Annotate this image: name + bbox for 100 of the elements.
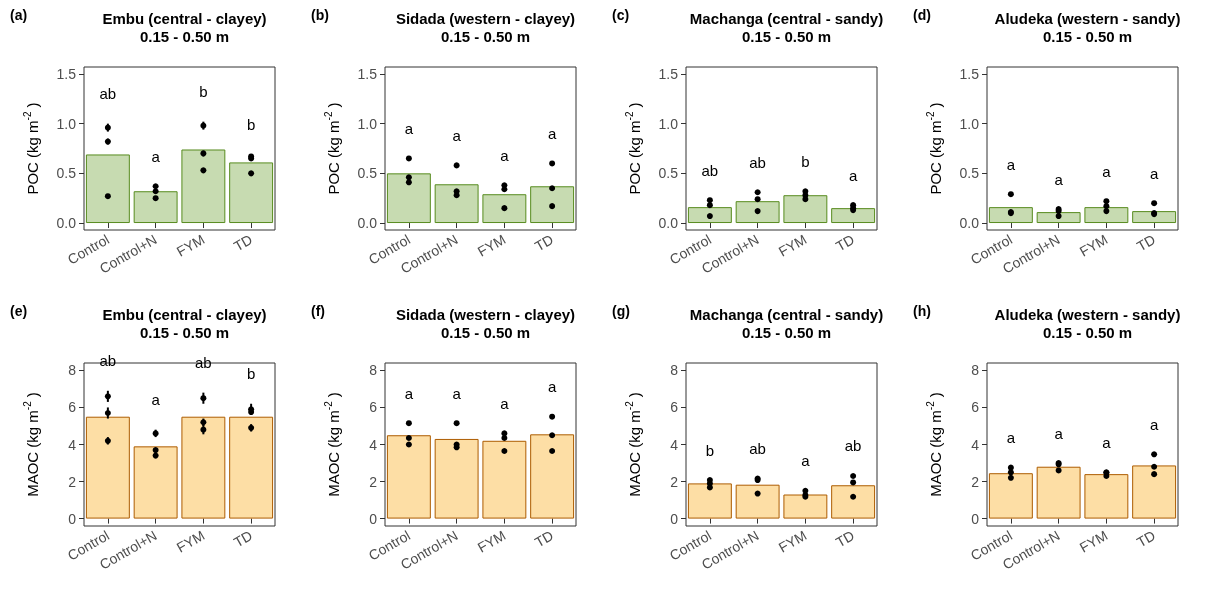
- y-axis-title: MAOC (kg m-2 ): [322, 392, 342, 497]
- y-tick-label: 0: [971, 510, 980, 527]
- y-tick-label: 0.0: [357, 215, 378, 232]
- annotation: a: [547, 124, 557, 142]
- annotation: a: [1006, 155, 1016, 173]
- y-axis-title: POC (kg m-2 ): [322, 102, 342, 195]
- y-tick-label: 0.5: [357, 165, 378, 182]
- chart-subtitle: 0.15 - 0.50 m: [1042, 28, 1133, 45]
- y-tick-label: 0.0: [56, 215, 77, 232]
- y-tick-label: 6: [68, 399, 77, 416]
- annotation: ab: [749, 153, 766, 171]
- y-tick-label: 1.5: [357, 65, 378, 82]
- chart-subtitle: 0.15 - 0.50 m: [139, 28, 230, 45]
- chart-subtitle: 0.15 - 0.50 m: [139, 324, 230, 341]
- annotation: a: [1006, 429, 1016, 447]
- x-tick-label: TD: [230, 231, 256, 255]
- annotation: a: [1149, 164, 1159, 182]
- chart-title: Embu (central - clayey): [102, 10, 267, 27]
- y-tick-label: 1.0: [56, 115, 77, 132]
- y-tick-label: 2: [971, 473, 980, 490]
- y-tick-label: 1.0: [658, 115, 679, 132]
- y-tick-label: 1.5: [658, 65, 679, 82]
- y-tick-label: 8: [971, 362, 980, 379]
- y-tick-label: 0: [369, 510, 378, 527]
- chart-title: Sidada (western - clayey): [395, 306, 576, 323]
- annotation: a: [1054, 170, 1064, 188]
- text: (b): [311, 7, 329, 23]
- y-axis-title: MAOC (kg m-2 ): [623, 392, 643, 497]
- x-tick-label: FYM: [173, 231, 208, 260]
- annotation: b: [801, 152, 810, 170]
- chart-title: Machanga (central - sandy): [689, 306, 884, 323]
- y-tick-label: 4: [971, 436, 980, 453]
- x-tick-label: TD: [1133, 231, 1159, 255]
- y-tick-label: 8: [670, 362, 679, 379]
- annotation: ab: [844, 437, 862, 455]
- y-tick-label: 0: [670, 510, 679, 527]
- text: (a): [10, 7, 28, 23]
- annotation: ab: [99, 85, 117, 103]
- y-tick-label: 2: [369, 473, 378, 490]
- chart-subtitle: 0.15 - 0.50 m: [1042, 324, 1133, 341]
- y-tick-label: 1.0: [959, 115, 980, 132]
- chart-title: Aludeka (western - sandy): [994, 10, 1181, 27]
- x-tick-label: TD: [832, 527, 858, 551]
- y-tick-label: 1.5: [56, 65, 77, 82]
- chart-title: Sidada (western - clayey): [395, 10, 576, 27]
- annotation: a: [151, 147, 161, 165]
- y-tick-label: 8: [369, 362, 378, 379]
- annotation: a: [547, 378, 557, 396]
- annotation: b: [705, 441, 715, 459]
- annotation: ab: [195, 354, 212, 372]
- x-tick-label: TD: [230, 527, 256, 551]
- y-tick-label: 2: [68, 473, 77, 490]
- x-tick-label: TD: [531, 231, 557, 255]
- annotation: a: [801, 452, 811, 470]
- y-axis-title: POC (kg m-2 ): [623, 102, 643, 195]
- annotation: b: [199, 83, 208, 101]
- chart-title: Aludeka (western - sandy): [994, 306, 1181, 323]
- chart-title: Embu (central - clayey): [102, 306, 267, 323]
- y-tick-label: 4: [369, 436, 378, 453]
- text: (f): [311, 303, 325, 319]
- x-tick-label: TD: [1133, 527, 1159, 551]
- x-tick-label: FYM: [1076, 231, 1111, 260]
- annotation: a: [1102, 433, 1112, 451]
- y-tick-label: 6: [971, 399, 980, 416]
- y-tick-label: 0: [68, 510, 77, 527]
- chart-subtitle: 0.15 - 0.50 m: [440, 28, 531, 45]
- annotation: a: [151, 391, 161, 409]
- annotation: a: [500, 146, 510, 164]
- chart-title: Machanga (central - sandy): [689, 10, 884, 27]
- y-tick-label: 0.5: [56, 165, 77, 182]
- y-tick-label: 0.5: [658, 165, 679, 182]
- x-tick-label: FYM: [173, 527, 208, 556]
- annotation: a: [452, 384, 462, 402]
- y-axis-title: MAOC (kg m-2 ): [924, 392, 944, 497]
- y-tick-label: 0.0: [959, 215, 980, 232]
- y-tick-label: 0.0: [658, 215, 679, 232]
- chart-subtitle: 0.15 - 0.50 m: [741, 28, 832, 45]
- y-tick-label: 1.5: [959, 65, 980, 82]
- chart-subtitle: 0.15 - 0.50 m: [440, 324, 531, 341]
- annotation: b: [246, 115, 256, 133]
- text: (e): [10, 303, 28, 319]
- y-tick-label: 6: [670, 399, 679, 416]
- annotation: a: [452, 126, 462, 144]
- y-tick-label: 6: [369, 399, 378, 416]
- chart-subtitle: 0.15 - 0.50 m: [741, 324, 832, 341]
- y-tick-label: 2: [670, 473, 679, 490]
- x-tick-label: FYM: [775, 527, 810, 556]
- annotation: a: [848, 166, 858, 184]
- x-tick-label: FYM: [474, 527, 509, 556]
- x-tick-label: FYM: [474, 231, 509, 260]
- y-tick-label: 8: [68, 362, 77, 379]
- y-tick-label: 4: [670, 436, 679, 453]
- y-tick-label: 1.0: [357, 115, 378, 132]
- x-tick-label: TD: [832, 231, 858, 255]
- annotation: a: [500, 394, 510, 412]
- x-tick-label: FYM: [1076, 527, 1111, 556]
- text: (d): [913, 7, 931, 23]
- annotation: a: [1149, 415, 1159, 433]
- y-axis-title: POC (kg m-2 ): [924, 102, 944, 195]
- text: (h): [913, 303, 931, 319]
